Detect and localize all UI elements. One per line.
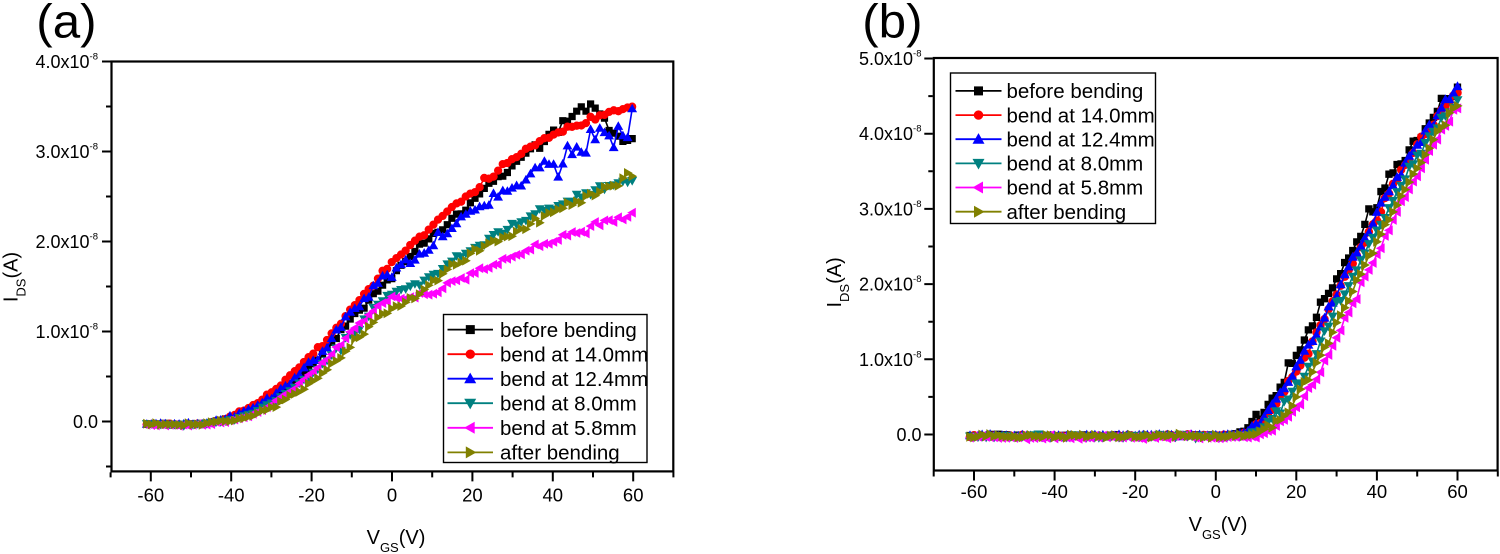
svg-text:bend at 8.0mm: bend at 8.0mm xyxy=(500,392,637,415)
svg-text:bend at 5.8mm: bend at 5.8mm xyxy=(1007,177,1144,200)
svg-text:before bending: before bending xyxy=(1007,80,1144,103)
svg-text:bend at 14.0mm: bend at 14.0mm xyxy=(1007,104,1155,127)
svg-text:bend at 14.0mm: bend at 14.0mm xyxy=(500,343,648,366)
svg-text:5.0x10-8: 5.0x10-8 xyxy=(859,49,922,70)
svg-text:3.0x10-8: 3.0x10-8 xyxy=(859,199,922,220)
svg-text:0: 0 xyxy=(1211,481,1221,502)
svg-text:1.0x10-8: 1.0x10-8 xyxy=(859,349,922,370)
svg-text:(a): (a) xyxy=(36,0,96,48)
svg-text:0: 0 xyxy=(387,484,397,505)
svg-text:2.0x10-8: 2.0x10-8 xyxy=(36,232,99,253)
svg-text:bend at 5.8mm: bend at 5.8mm xyxy=(500,417,637,440)
svg-text:20: 20 xyxy=(1286,481,1307,502)
svg-text:0.0: 0.0 xyxy=(896,425,921,445)
svg-text:-60: -60 xyxy=(961,481,988,502)
svg-text:(b): (b) xyxy=(862,0,922,48)
svg-text:after bending: after bending xyxy=(500,442,620,465)
svg-text:40: 40 xyxy=(1367,481,1388,502)
svg-text:-40: -40 xyxy=(218,484,245,505)
svg-text:-40: -40 xyxy=(1041,481,1068,502)
svg-text:bend at 12.4mm: bend at 12.4mm xyxy=(500,368,648,391)
svg-text:-60: -60 xyxy=(137,484,164,505)
svg-text:40: 40 xyxy=(543,484,564,505)
svg-text:-20: -20 xyxy=(1122,481,1149,502)
svg-text:-20: -20 xyxy=(298,484,325,505)
svg-text:0.0: 0.0 xyxy=(73,412,98,432)
svg-text:60: 60 xyxy=(623,484,644,505)
svg-text:4.0x10-8: 4.0x10-8 xyxy=(859,124,922,145)
svg-text:20: 20 xyxy=(462,484,483,505)
svg-text:after bending: after bending xyxy=(1007,201,1127,224)
svg-text:2.0x10-8: 2.0x10-8 xyxy=(859,274,922,295)
svg-text:bend at 12.4mm: bend at 12.4mm xyxy=(1007,128,1155,151)
svg-text:bend at 8.0mm: bend at 8.0mm xyxy=(1007,153,1144,176)
svg-text:3.0x10-8: 3.0x10-8 xyxy=(36,142,99,163)
svg-text:60: 60 xyxy=(1447,481,1468,502)
svg-text:4.0x10-8: 4.0x10-8 xyxy=(36,52,99,73)
svg-text:before bending: before bending xyxy=(500,319,637,342)
svg-text:1.0x10-8: 1.0x10-8 xyxy=(36,322,99,343)
